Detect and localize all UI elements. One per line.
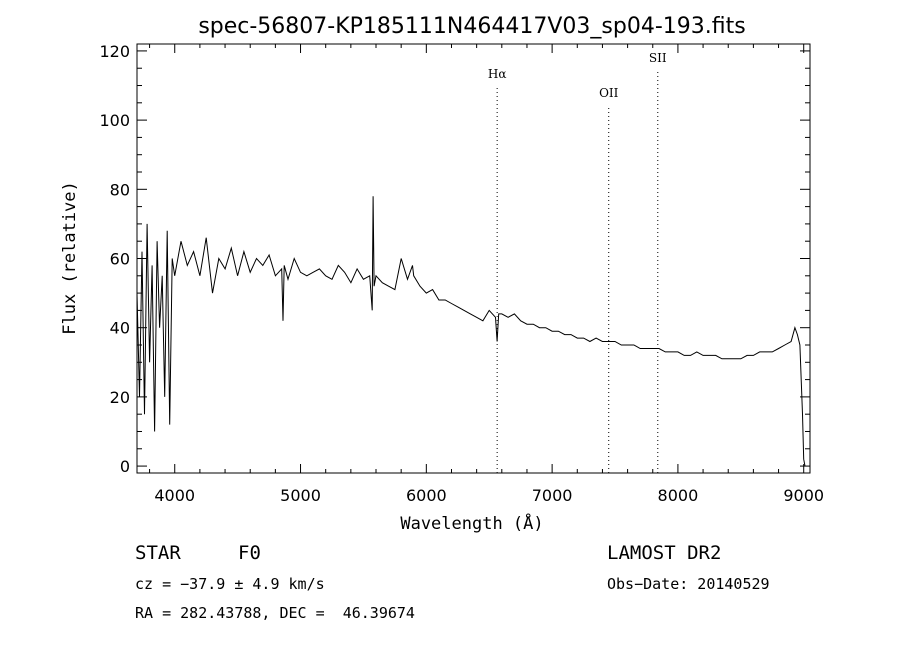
x-tick-label: 7000	[532, 486, 573, 505]
x-tick-label: 8000	[658, 486, 699, 505]
emission-lines: Hα OII SII	[488, 51, 667, 473]
y-tick-label: 120	[99, 42, 130, 61]
y-tick-label: 0	[120, 457, 130, 476]
obs-date-line: Obs−Date: 20140529	[607, 575, 770, 593]
object-subclass: F0	[238, 542, 261, 564]
y-tick-label: 80	[110, 180, 130, 199]
emission-line-label: Hα	[488, 67, 507, 81]
emission-line-label: SII	[649, 51, 667, 65]
x-tick-label: 5000	[280, 486, 321, 505]
y-axis: 0 20 40 60 80 100 120	[99, 42, 810, 476]
chart-title: spec-56807-KP185111N464417V03_sp04-193.f…	[198, 14, 745, 39]
x-tick-label: 4000	[154, 486, 195, 505]
redshift-line: cz = −37.9 ± 4.9 km/s	[135, 575, 325, 593]
x-tick-label: 6000	[406, 486, 447, 505]
plot-frame	[136, 43, 811, 474]
x-axis-label: Wavelength (Å)	[400, 512, 543, 534]
spectrum-line	[136, 196, 806, 467]
y-axis-label: Flux (relative)	[60, 181, 80, 335]
y-tick-label: 100	[99, 111, 130, 130]
x-axis: 4000 5000 6000 7000 8000 9000	[149, 44, 824, 505]
coordinates-line: RA = 282.43788, DEC = 46.39674	[135, 604, 415, 622]
object-class: STAR	[135, 542, 181, 564]
y-tick-label: 60	[110, 250, 130, 269]
x-tick-label: 9000	[783, 486, 824, 505]
y-tick-label: 20	[110, 388, 130, 407]
survey-name: LAMOST DR2	[607, 542, 722, 564]
y-tick-label: 40	[110, 319, 130, 338]
emission-line-label: OII	[599, 86, 619, 100]
